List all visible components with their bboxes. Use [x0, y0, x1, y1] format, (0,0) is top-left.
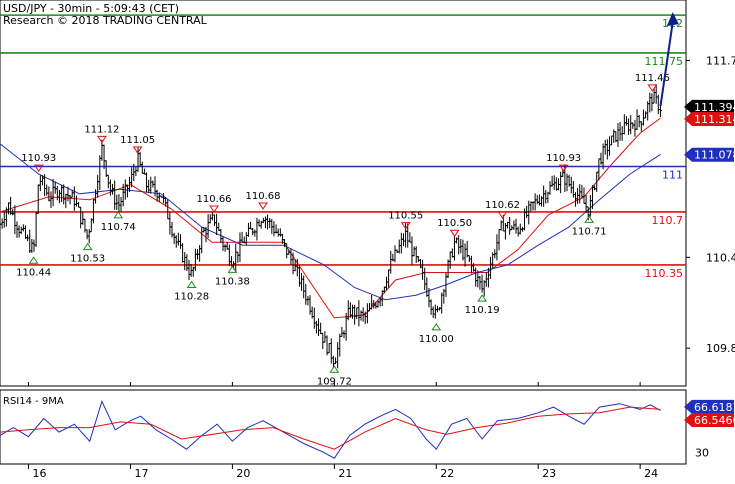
rsi-tick-label-0: 30	[695, 447, 709, 460]
level-label-4: 110.35	[645, 267, 684, 280]
swing-high-marker-11	[400, 222, 411, 230]
swing-low-label-17: 110.71	[572, 226, 607, 237]
rsi-panel-frame	[0, 389, 687, 465]
projection-arrow	[659, 12, 679, 107]
price-axis: 111.7 110.4 109.8	[686, 55, 735, 355]
swing-points: 110.44 110.93 110.53 111.12 110.74 111.05 110.…	[16, 73, 670, 387]
price-badge-0-label: 111.394	[694, 101, 735, 114]
swing-high-marker-1	[33, 164, 44, 173]
swing-high-marker-7	[209, 205, 219, 213]
chart-title: USD/JPY - 30min - 5:09:43 (CET)	[3, 2, 179, 15]
y-tick-label-2: 109.8	[706, 342, 735, 355]
y-tick-label-1: 110.4	[706, 251, 735, 264]
y-tick-label-0: 111.7	[706, 55, 735, 68]
swing-high-marker-13	[449, 229, 460, 238]
swing-low-marker-12	[431, 322, 442, 331]
swing-high-marker-18	[647, 84, 658, 92]
swing-low-marker-8	[227, 265, 238, 273]
price-badge-1-bg	[684, 111, 734, 126]
swing-high-label-18: 111.46	[635, 73, 670, 84]
swing-low-marker-17	[584, 215, 595, 223]
swing-low-label-8: 110.38	[215, 276, 250, 287]
swing-high-label-15: 110.62	[485, 200, 520, 211]
rsi-series: 30	[0, 400, 709, 460]
price-badge-1-label: 111.314	[694, 113, 735, 126]
x-tick-label-5: 23	[542, 467, 556, 480]
swing-low-marker-0	[28, 256, 39, 264]
swing-low-label-0: 110.44	[16, 267, 51, 278]
swing-high-marker-3	[96, 135, 107, 144]
swing-high-label-13: 110.50	[437, 218, 472, 229]
swing-low-label-2: 110.53	[70, 254, 105, 265]
swing-high-marker-16	[558, 164, 569, 173]
swing-low-marker-14	[477, 294, 488, 302]
price-series	[0, 84, 662, 369]
swing-high-label-3: 111.12	[84, 124, 119, 135]
swing-low-marker-6	[186, 280, 197, 288]
swing-high-marker-5	[132, 146, 143, 154]
x-tick-label-2: 20	[236, 467, 250, 480]
price-badge-2-label: 111.078	[694, 149, 735, 162]
level-label-3: 110.7	[652, 214, 684, 227]
x-tick-label-4: 22	[440, 467, 454, 480]
rsi-badge-0-label: 66.6181	[694, 401, 735, 414]
x-tick-label-1: 17	[134, 467, 148, 480]
swing-high-marker-9	[258, 202, 268, 210]
rsi-badge-0-bg	[684, 399, 734, 414]
swing-low-label-14: 110.19	[465, 305, 500, 316]
swing-high-marker-15	[497, 211, 508, 219]
price-badge-0-bg	[684, 99, 734, 114]
level-label-1: 111.75	[645, 55, 684, 68]
swing-low-marker-10	[329, 365, 340, 373]
date-axis: 16 17 20 21 22 23 24	[28, 382, 658, 480]
swing-high-label-1: 110.93	[21, 153, 56, 164]
swing-low-label-12: 110.00	[419, 334, 454, 345]
main-panel-frame	[0, 0, 687, 387]
x-tick-label-6: 24	[644, 467, 658, 480]
projection-arrow-shaft	[659, 21, 674, 107]
price-badge-2-bg	[684, 147, 734, 162]
swing-high-label-16: 110.93	[546, 153, 581, 164]
projection-arrow-head	[666, 12, 679, 27]
research-credit: Research © 2018 TRADING CENTRAL	[3, 14, 208, 27]
swing-low-label-10: 109.72	[317, 376, 352, 387]
level-label-2: 111	[662, 169, 683, 182]
swing-low-label-4: 110.74	[101, 222, 136, 233]
swing-high-label-7: 110.66	[197, 194, 232, 205]
rsi-badge-1-label: 66.5466	[694, 414, 735, 427]
swing-high-label-5: 111.05	[120, 135, 155, 146]
x-tick-label-0: 16	[33, 467, 47, 480]
x-tick-label-3: 21	[338, 467, 352, 480]
swing-low-marker-4	[113, 210, 124, 219]
swing-high-label-9: 110.68	[245, 191, 280, 202]
rsi-line-rsi	[0, 400, 661, 459]
swing-low-marker-2	[82, 242, 93, 251]
rsi-badge-1-bg	[684, 413, 734, 428]
swing-low-label-6: 110.28	[174, 291, 209, 302]
swing-high-label-11: 110.55	[388, 211, 423, 222]
rsi-line-rsi-ma	[0, 406, 661, 450]
rsi-title: RSI14 - 9MA	[3, 396, 64, 407]
